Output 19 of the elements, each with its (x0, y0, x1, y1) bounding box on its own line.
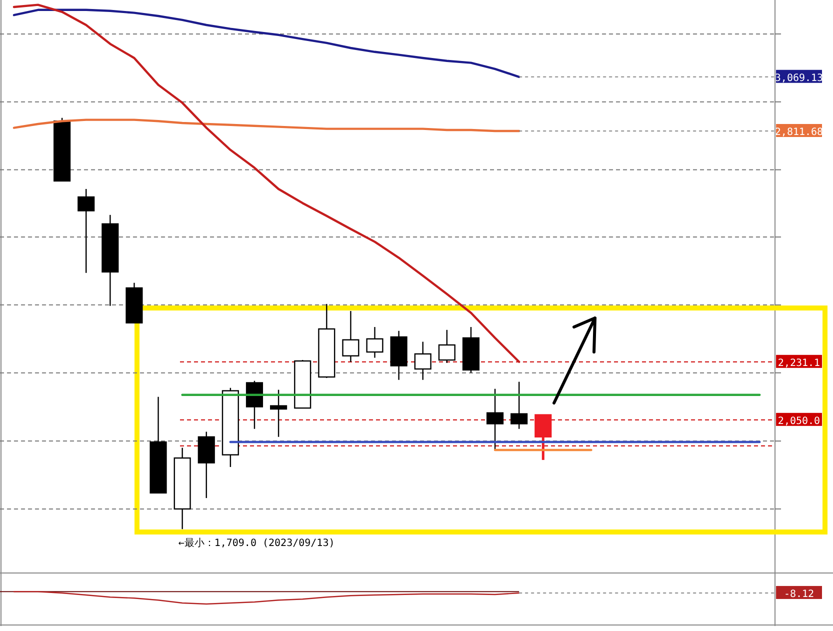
tag: 2,231.1 (776, 354, 822, 369)
candlestick (78, 188, 95, 274)
ref-line-label: 2,231.1 (778, 358, 820, 369)
tag: 3,069.13 (774, 70, 824, 84)
annotation: 3,069.13 (774, 72, 824, 84)
tag: 2,811.68 (774, 124, 824, 138)
annotation: 2,811.68 (774, 127, 824, 138)
annotation: ←最小：1,709.0 (2023/09/13) (178, 537, 335, 550)
candlestick (414, 341, 432, 380)
candlestick (270, 389, 288, 438)
ref-line-label: 2,050.0 (778, 416, 820, 427)
candlestick (486, 388, 504, 451)
tag: -8.12 (776, 586, 822, 600)
candlestick (510, 381, 528, 430)
candlestick (342, 310, 360, 363)
tag: 2,050.0 (776, 412, 822, 427)
candlestick (366, 326, 384, 358)
candlestick (438, 329, 456, 364)
candlestick (534, 414, 552, 462)
